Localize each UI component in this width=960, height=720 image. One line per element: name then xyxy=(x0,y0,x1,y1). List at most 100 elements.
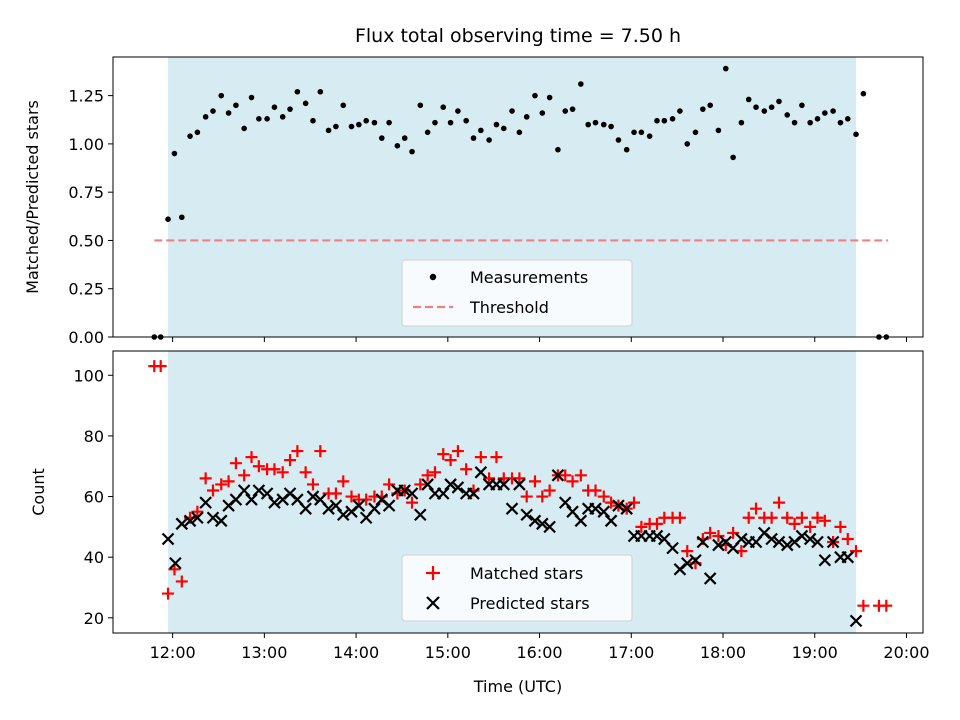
measurement-point xyxy=(791,119,798,126)
matched-star-point xyxy=(536,490,549,503)
predicted-star-point xyxy=(368,502,381,515)
predicted-star-point xyxy=(398,484,411,497)
measurement-point xyxy=(371,119,378,126)
measurement-point xyxy=(325,127,332,134)
legend-measurements-marker xyxy=(429,273,437,281)
measurement-point xyxy=(799,102,805,109)
measurement-point xyxy=(738,119,745,126)
measurement-point xyxy=(523,114,530,120)
predicted-star-point xyxy=(436,487,450,500)
measurement-point xyxy=(631,129,637,136)
measurement-point xyxy=(500,125,507,132)
matched-star-point xyxy=(245,451,258,464)
measurement-point xyxy=(302,100,309,107)
matched-star-point xyxy=(850,545,863,558)
measurement-point xyxy=(768,104,775,111)
predicted-star-point xyxy=(680,556,694,570)
predicted-star-point xyxy=(199,496,212,509)
predicted-star-point xyxy=(826,535,840,549)
matched-star-point xyxy=(199,472,212,485)
matched-star-point xyxy=(206,484,219,497)
predicted-star-point xyxy=(666,541,679,555)
predicted-star-point xyxy=(467,487,480,500)
measurement-point xyxy=(684,141,691,147)
matched-star-point xyxy=(574,469,587,482)
predicted-star-point xyxy=(382,499,396,512)
matched-star-point xyxy=(795,511,808,524)
predicted-star-point xyxy=(612,499,625,512)
measurement-point xyxy=(287,106,293,112)
measurement-point xyxy=(722,65,729,72)
measurement-point xyxy=(700,106,706,112)
predicted-star-point xyxy=(650,529,664,543)
measurement-point xyxy=(761,108,768,114)
measurement-point xyxy=(592,119,599,126)
matched-star-point xyxy=(276,466,289,479)
measurement-point xyxy=(853,131,859,138)
matched-star-point xyxy=(765,511,778,524)
measurement-point xyxy=(356,121,362,128)
predicted-star-point xyxy=(818,553,832,567)
predicted-star-point xyxy=(703,572,717,585)
matched-star-point xyxy=(175,575,188,588)
panel-counts-y-ticks: 20 40 60 80 100 xyxy=(73,366,113,628)
panel-ratio-frame xyxy=(112,56,924,338)
y-tick-label: 0.00 xyxy=(68,328,104,347)
measurement-point xyxy=(194,129,201,136)
x-tick-label: 12:00 xyxy=(150,643,196,662)
measurement-point xyxy=(210,108,216,114)
measurement-point xyxy=(317,88,324,95)
matched-star-point xyxy=(474,451,487,464)
panel-counts-legend: Matched stars Predicted stars xyxy=(401,554,633,622)
matched-star-point xyxy=(880,599,893,612)
panel-ratio-y-ticks: 0.00 0.25 0.50 0.75 1.00 1.25 xyxy=(68,87,113,347)
legend-predicted-marker xyxy=(426,596,440,610)
measurement-point xyxy=(432,119,438,126)
x-tick-label: 13:00 xyxy=(241,643,287,662)
predicted-star-point xyxy=(558,496,572,509)
panel-counts-ylabel: Count xyxy=(29,468,48,516)
matched-star-point xyxy=(742,511,755,524)
matched-star-point xyxy=(650,517,663,530)
predicted-star-point xyxy=(849,614,863,628)
x-tick-label: 17:00 xyxy=(608,643,654,662)
x-axis-label: Time (UTC) xyxy=(473,677,562,696)
predicted-star-point xyxy=(474,466,488,479)
predicted-star-point xyxy=(689,553,702,567)
matched-star-point xyxy=(750,502,763,515)
predicted-star-point xyxy=(169,556,182,570)
matched-star-point xyxy=(559,469,572,482)
measurement-point xyxy=(178,214,185,221)
matched-star-point xyxy=(268,463,281,476)
measurement-point xyxy=(171,150,178,157)
predicted-star-point xyxy=(322,502,335,515)
matched-star-point xyxy=(483,472,496,485)
measurement-point xyxy=(470,135,477,141)
y-tick-label: 0.50 xyxy=(68,231,104,250)
matched-star-point xyxy=(681,545,694,558)
measurement-point xyxy=(830,108,836,114)
predicted-star-point xyxy=(214,514,228,528)
predicted-star-point xyxy=(765,532,778,546)
x-tick-label: 15:00 xyxy=(425,643,471,662)
measurement-point xyxy=(264,115,270,122)
measurement-point xyxy=(363,117,369,124)
measurement-point xyxy=(539,110,546,116)
measurement-point xyxy=(279,114,286,120)
matched-star-point xyxy=(154,360,167,373)
legend-matched-label: Matched stars xyxy=(470,564,583,583)
measurement-point xyxy=(394,143,401,149)
measurement-point xyxy=(218,92,225,99)
matched-star-point xyxy=(804,520,817,533)
legend-predicted-label: Predicted stars xyxy=(470,594,590,613)
measurement-point xyxy=(271,104,278,111)
matched-star-point xyxy=(337,475,350,488)
y-tick-label: 1.25 xyxy=(68,87,104,106)
predicted-star-point xyxy=(696,535,710,549)
measurement-point xyxy=(424,129,431,136)
measurement-point xyxy=(493,121,500,128)
measurement-point xyxy=(837,119,844,126)
legend-frame xyxy=(401,554,633,622)
measurement-point xyxy=(776,98,782,105)
predicted-star-point xyxy=(414,508,427,522)
